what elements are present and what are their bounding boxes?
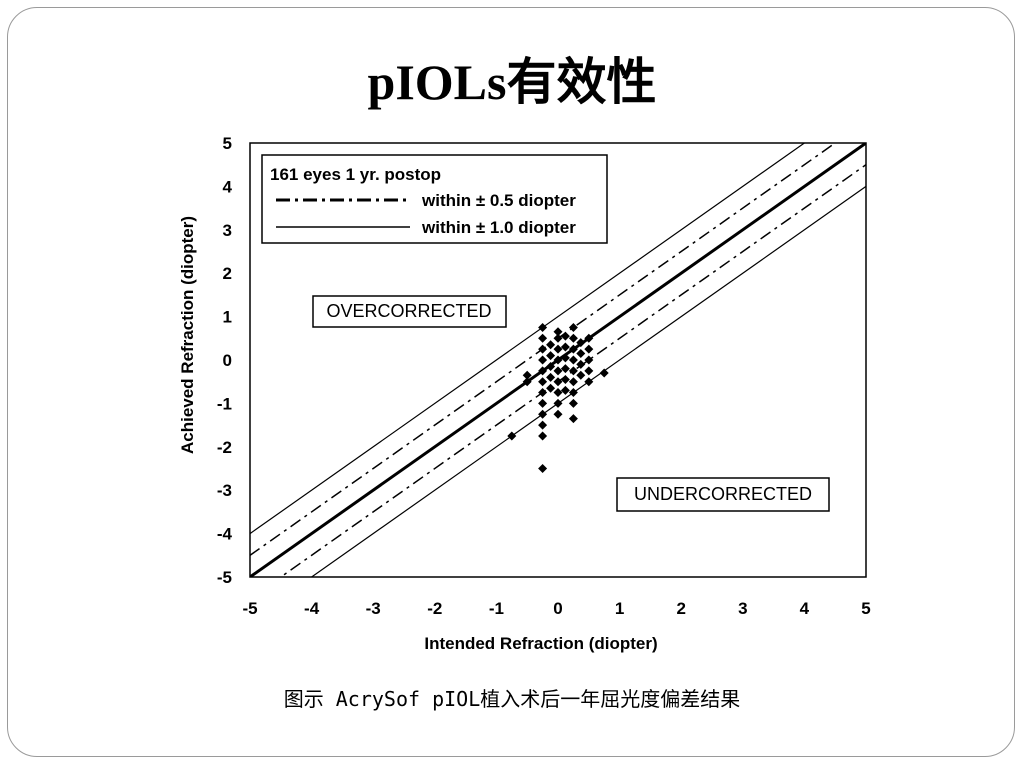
data-point: [560, 342, 570, 352]
data-point: [538, 398, 548, 408]
data-point: [553, 333, 563, 343]
x-tick-label: -3: [366, 599, 381, 618]
data-point: [546, 351, 556, 361]
y-tick-label: 5: [223, 134, 232, 153]
legend-box: [261, 154, 608, 244]
undercorrected-label: UNDERCORRECTED: [634, 484, 812, 504]
data-point: [538, 355, 548, 365]
x-axis-ticks: -5 -4 -3 -2 -1 0 1 2 3 4 5: [242, 599, 870, 618]
data-point: [568, 388, 578, 398]
data-point: [568, 414, 578, 424]
x-tick-label: -5: [242, 599, 257, 618]
undercorrected-box: [616, 477, 830, 512]
data-point: [538, 366, 548, 376]
data-point: [538, 333, 548, 343]
data-point: [522, 377, 532, 387]
data-point: [538, 377, 548, 387]
overcorrected-label: OVERCORRECTED: [326, 301, 491, 321]
data-point: [507, 431, 517, 441]
y-tick-label: -5: [217, 568, 232, 587]
x-tick-label: 3: [738, 599, 747, 618]
data-point: [576, 359, 586, 369]
data-point: [576, 370, 586, 380]
x-tick-label: 0: [553, 599, 562, 618]
data-point: [553, 327, 563, 337]
data-point: [568, 333, 578, 343]
data-point: [522, 370, 532, 380]
reference-line-3: [250, 143, 806, 535]
data-point: [546, 362, 556, 372]
data-point: [538, 344, 548, 354]
y-tick-label: 1: [223, 308, 232, 327]
legend-label-1-0: within ± 1.0 diopter: [421, 218, 576, 237]
data-point: [568, 344, 578, 354]
data-point: [568, 398, 578, 408]
y-tick-label: -3: [217, 481, 232, 500]
data-point: [584, 333, 594, 343]
data-point: [568, 355, 578, 365]
data-point: [538, 420, 548, 430]
data-point: [553, 409, 563, 419]
legend-title: 161 eyes 1 yr. postop: [270, 165, 441, 184]
data-point: [560, 375, 570, 385]
y-tick-label: -2: [217, 438, 232, 457]
legend: 161 eyes 1 yr. postop within ± 0.5 diopt…: [261, 154, 608, 244]
data-point: [546, 340, 556, 350]
y-axis-title: Achieved Refraction (diopter): [178, 216, 197, 454]
x-tick-label: -2: [427, 599, 442, 618]
data-point: [568, 366, 578, 376]
data-point: [560, 364, 570, 374]
data-point: [584, 344, 594, 354]
data-point: [553, 355, 563, 365]
data-point: [599, 368, 609, 378]
data-point: [538, 464, 548, 473]
data-point: [576, 338, 586, 348]
annotation-undercorrected: UNDERCORRECTED: [616, 477, 830, 512]
data-point: [553, 366, 563, 376]
data-point: [553, 398, 563, 408]
data-points: [507, 322, 609, 473]
data-point: [568, 322, 578, 332]
data-point: [560, 331, 570, 341]
data-point: [560, 385, 570, 395]
annotation-overcorrected: OVERCORRECTED: [312, 295, 507, 328]
data-point: [538, 322, 548, 332]
x-tick-label: -4: [304, 599, 320, 618]
data-point: [584, 355, 594, 365]
y-tick-label: 2: [223, 264, 232, 283]
overcorrected-box: [312, 295, 507, 328]
data-point: [546, 383, 556, 393]
y-tick-label: 4: [223, 177, 233, 196]
data-point: [553, 388, 563, 398]
y-tick-label: -4: [217, 525, 233, 544]
figure-caption: 图示 AcrySof pIOL植入术后一年屈光度偏差结果: [283, 687, 741, 711]
data-point: [568, 377, 578, 387]
data-point: [553, 344, 563, 354]
y-tick-label: -1: [217, 394, 232, 413]
data-point: [546, 372, 556, 382]
data-point: [553, 377, 563, 387]
data-point: [584, 366, 594, 376]
slide-title: pIOLs有效性: [367, 54, 657, 110]
data-point: [538, 409, 548, 419]
data-point: [576, 348, 586, 358]
y-axis-ticks: 5 4 3 2 1 0 -1 -2 -3 -4 -5: [217, 134, 233, 587]
x-axis-title: Intended Refraction (diopter): [424, 634, 657, 653]
x-tick-label: 4: [800, 599, 810, 618]
y-tick-label: 0: [223, 351, 232, 370]
data-point: [560, 353, 570, 363]
x-tick-label: 2: [676, 599, 685, 618]
legend-label-0-5: within ± 0.5 diopter: [421, 191, 576, 210]
data-point: [584, 377, 594, 387]
data-point: [538, 388, 548, 398]
data-point: [538, 431, 548, 441]
y-tick-label: 3: [223, 221, 232, 240]
x-tick-label: 5: [861, 599, 870, 618]
x-tick-label: -1: [489, 599, 504, 618]
x-tick-label: 1: [615, 599, 624, 618]
